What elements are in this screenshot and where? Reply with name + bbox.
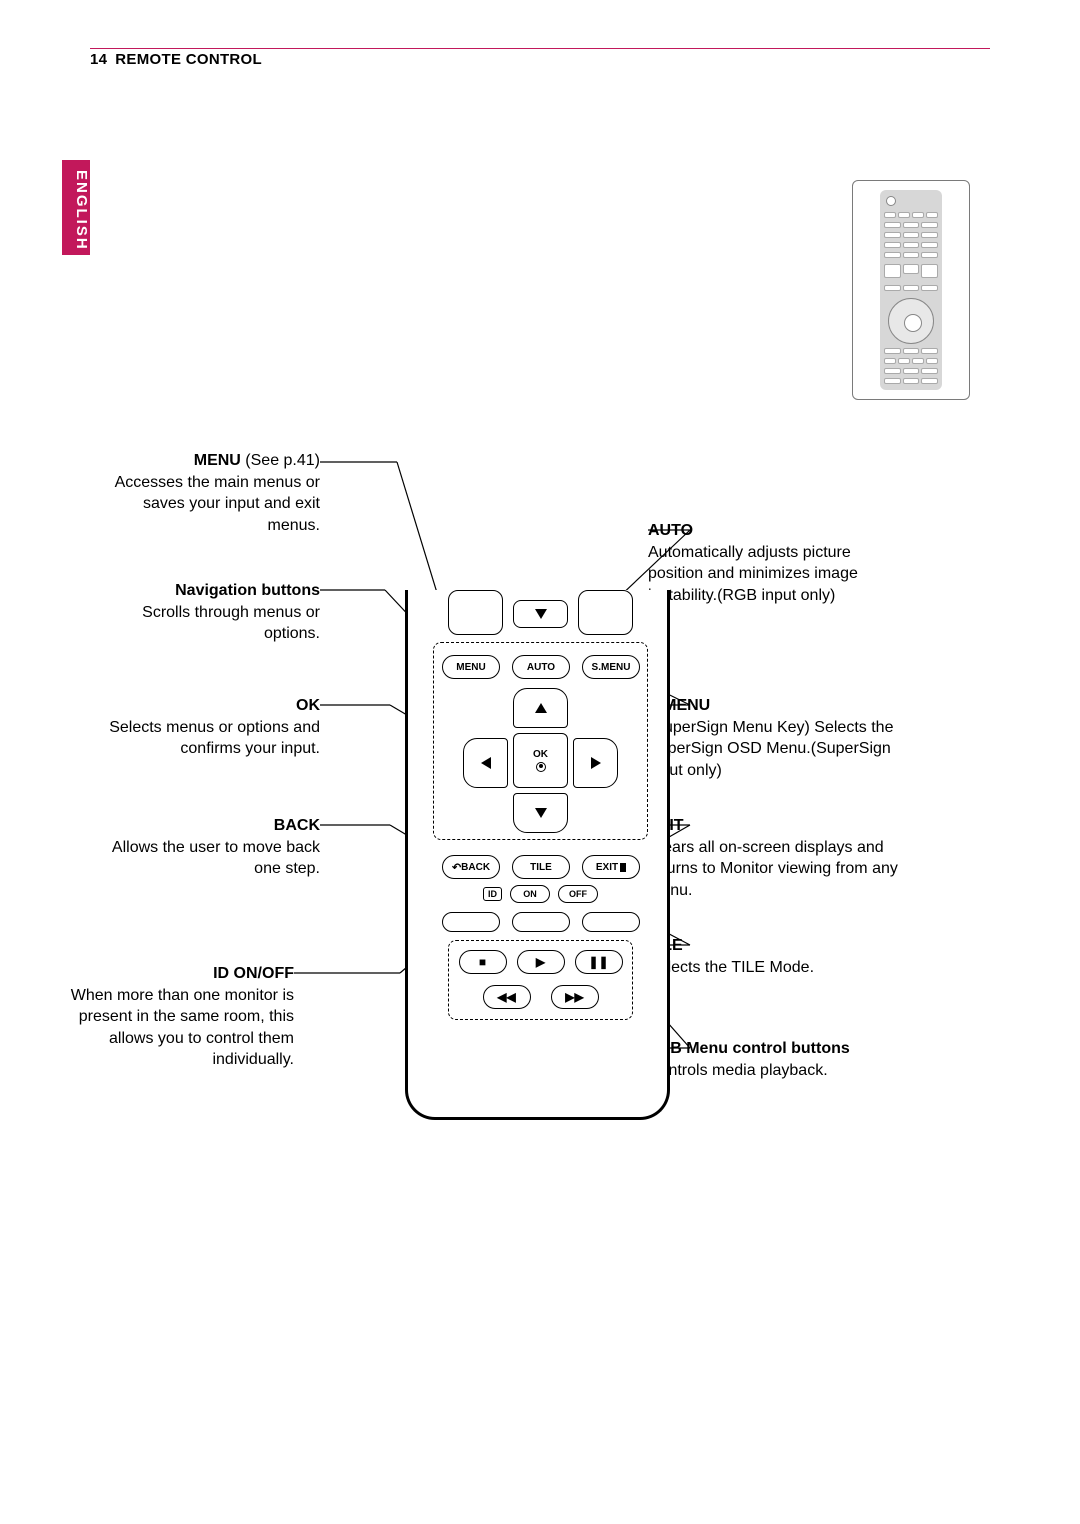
thumb-row: [884, 242, 938, 248]
section-title: REMOTE CONTROL: [115, 51, 262, 68]
ok-dot-icon: [536, 762, 546, 772]
menu-auto-smenu-row: MENU AUTO S.MENU: [441, 655, 641, 679]
exit-door-icon: [620, 863, 626, 872]
media-row-2: ◀◀ ▶▶: [458, 985, 623, 1009]
play-button: ▶: [517, 950, 565, 974]
chevron-down-icon: [535, 609, 547, 619]
callout-smenu: S.MENU (SuperSign Menu Key) Selects the …: [648, 695, 908, 781]
tile-button: TILE: [512, 855, 570, 879]
thumb-row: [884, 232, 938, 238]
callout-navigation: Navigation buttons Scrolls through menus…: [90, 580, 320, 645]
mute-button: [513, 600, 568, 628]
callout-body: Accesses the main menus or saves your in…: [115, 474, 320, 534]
thumb-row: [884, 252, 938, 258]
blank-button: [582, 912, 640, 932]
callout-body: Controls media playback.: [648, 1060, 908, 1082]
callout-body: When more than one monitor is present in…: [70, 985, 294, 1071]
page-number: 14: [90, 51, 107, 68]
callout-body: Clears all on-screen displays and return…: [648, 837, 908, 902]
callout-title: S.MENU: [648, 695, 908, 717]
nav-up-button: [513, 688, 568, 728]
blank-button: [442, 912, 500, 932]
callout-title: AUTO: [648, 520, 908, 542]
forward-button: ▶▶: [551, 985, 599, 1009]
exit-button: EXIT: [582, 855, 640, 879]
rewind-button: ◀◀: [483, 985, 531, 1009]
callout-exit: EXIT Clears all on-screen displays and r…: [648, 815, 908, 901]
remote-thumbnail-frame: [852, 180, 970, 400]
thumb-row: [884, 212, 938, 218]
media-row-1: ■ ▶ ❚❚: [458, 950, 623, 974]
callout-body: (SuperSign Menu Key) Selects the SuperSi…: [648, 717, 908, 782]
arrow-right-icon: [591, 757, 601, 769]
callout-title: OK: [90, 695, 320, 717]
stop-button: ■: [459, 950, 507, 974]
remote-diagram: MENU (See p.41) Accesses the main menus …: [90, 450, 990, 1150]
callout-body: Selects menus or options and confirms yo…: [90, 717, 320, 760]
callout-tile: TILE Selects the TILE Mode.: [648, 935, 908, 978]
thumb-row: [884, 368, 938, 374]
back-arrow-icon: ↶: [452, 861, 461, 874]
callout-auto: AUTO Automatically adjusts picture posit…: [648, 520, 908, 606]
callout-title: MENU: [194, 452, 241, 469]
callout-title: ID ON/OFF: [70, 963, 294, 985]
channel-rocker: [578, 590, 633, 635]
back-tile-exit-row: ↶BACK TILE EXIT: [441, 855, 641, 879]
thumb-row: [884, 264, 938, 278]
id-on-off-row: ID ON OFF: [458, 885, 623, 903]
callout-title: TILE: [648, 935, 908, 957]
callout-body: Automatically adjusts picture position a…: [648, 542, 908, 607]
id-off-button: OFF: [558, 885, 598, 903]
callout-body: Scrolls through menus or options.: [90, 602, 320, 645]
callout-menu: MENU (See p.41) Accesses the main menus …: [90, 450, 320, 536]
arrow-left-icon: [481, 757, 491, 769]
callout-body: Allows the user to move back one step.: [90, 837, 320, 880]
callout-usb: USB Menu control buttons Controls media …: [648, 1038, 908, 1081]
callout-title: USB Menu control buttons: [648, 1038, 908, 1060]
thumb-row: [884, 285, 938, 291]
thumb-row: [884, 378, 938, 384]
remote-body: MENU AUTO S.MENU OK ↶BACK TILE EXIT ID O…: [405, 590, 670, 1120]
thumb-row: [884, 222, 938, 228]
thumb-power-icon: [886, 196, 896, 206]
thumb-row: [884, 358, 938, 364]
blank-button: [512, 912, 570, 932]
nav-left-button: [463, 738, 508, 788]
menu-button: MENU: [442, 655, 500, 679]
exit-label: EXIT: [596, 862, 618, 873]
arrow-up-icon: [535, 703, 547, 713]
callout-body: Selects the TILE Mode.: [648, 957, 908, 979]
back-label: BACK: [461, 862, 490, 873]
id-on-button: ON: [510, 885, 550, 903]
thumb-nav-pad: [888, 298, 934, 344]
language-tab: ENGLISH: [62, 160, 90, 255]
page-header: 14 REMOTE CONTROL: [90, 48, 990, 69]
nav-right-button: [573, 738, 618, 788]
back-button: ↶BACK: [442, 855, 500, 879]
volume-rocker: [448, 590, 503, 635]
callout-back: BACK Allows the user to move back one st…: [90, 815, 320, 880]
ok-label: OK: [533, 750, 548, 760]
callout-title: EXIT: [648, 815, 908, 837]
callout-id-onoff: ID ON/OFF When more than one monitor is …: [70, 963, 294, 1071]
smenu-button: S.MENU: [582, 655, 640, 679]
thumb-row: [884, 348, 938, 354]
auto-button: AUTO: [512, 655, 570, 679]
arrow-down-icon: [535, 808, 547, 818]
callout-ok: OK Selects menus or options and confirms…: [90, 695, 320, 760]
blank-button-row: [441, 912, 641, 932]
callout-title: BACK: [90, 815, 320, 837]
id-label: ID: [483, 887, 502, 901]
remote-thumbnail: [880, 190, 942, 390]
ok-button: OK: [513, 733, 568, 788]
callout-ref: (See p.41): [241, 452, 320, 469]
callout-title: Navigation buttons: [90, 580, 320, 602]
pause-button: ❚❚: [575, 950, 623, 974]
navigation-pad: OK: [458, 688, 623, 833]
nav-down-button: [513, 793, 568, 833]
